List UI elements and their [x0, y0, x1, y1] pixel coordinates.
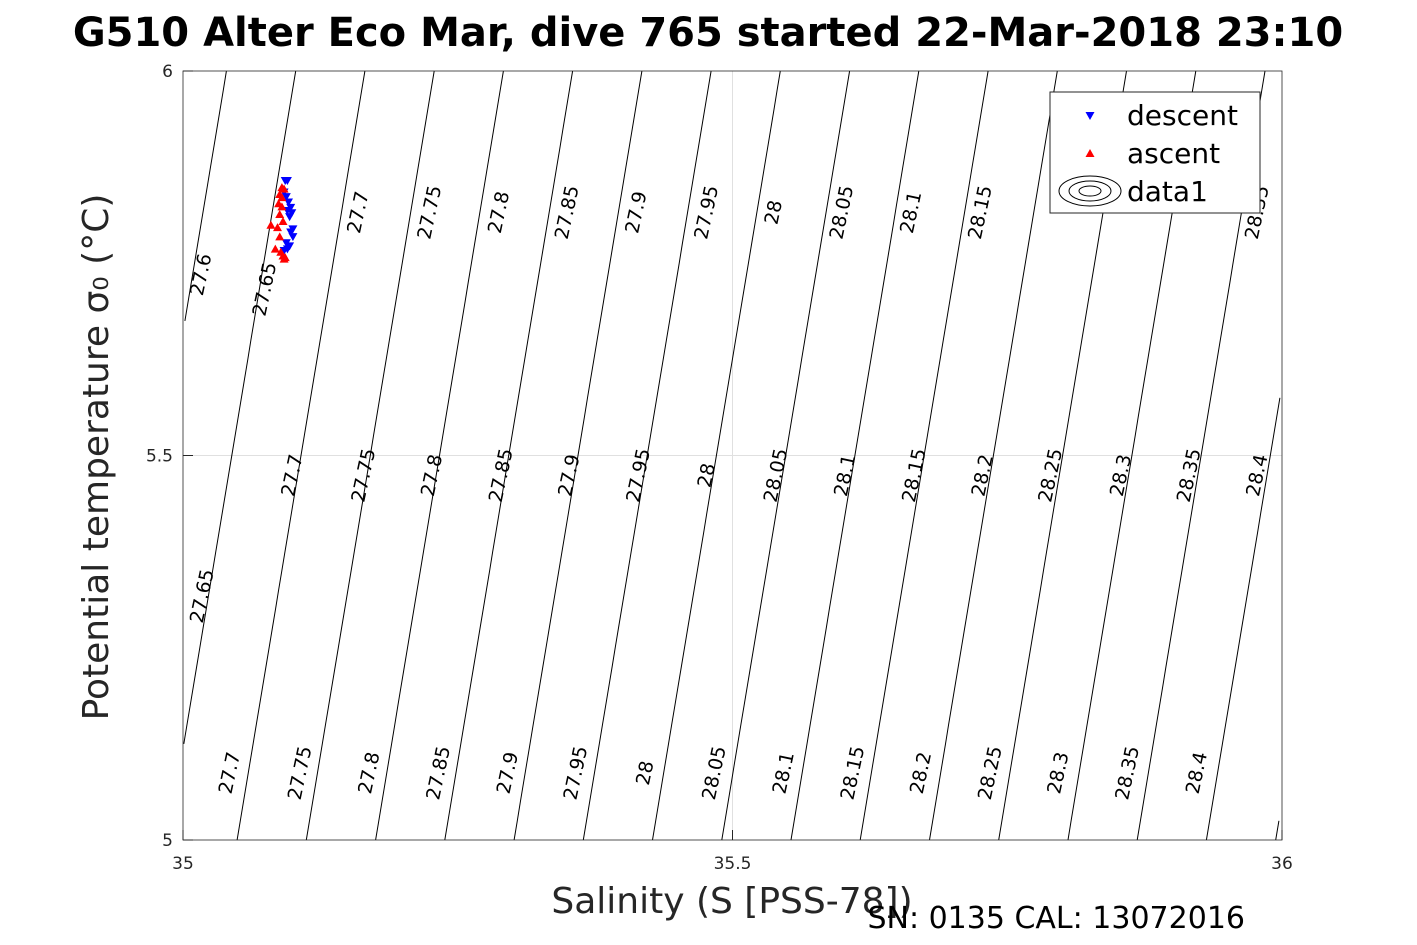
contour-line — [375, 70, 504, 841]
ascent-point — [273, 223, 283, 232]
contour-label: 28 — [632, 759, 659, 787]
contour-label: 28 — [761, 198, 788, 226]
legend-descent-label: descent — [1127, 99, 1238, 132]
x-axis-label: Salinity (S [PSS-78]) — [551, 881, 912, 922]
ascent-point — [266, 220, 276, 229]
axis-ticks: 35 35.5 36 5 5.5 6 — [146, 62, 1293, 874]
grid-layer — [183, 71, 1282, 840]
y-tick-label: 5.5 — [146, 447, 173, 467]
ascent-point — [270, 244, 280, 253]
legend-box — [1049, 91, 1261, 214]
x-tick-label: 35.5 — [714, 854, 752, 874]
ascent-point — [277, 202, 287, 211]
contour-line — [790, 70, 920, 841]
contour-line — [582, 70, 712, 841]
descent-point — [288, 233, 298, 242]
contour-line — [1275, 820, 1280, 841]
contour-label: 28 — [693, 461, 720, 489]
descent-point — [281, 193, 291, 202]
descent-point — [282, 176, 292, 185]
contour-line — [652, 70, 781, 841]
ascent-point — [279, 254, 289, 263]
y-axis-label: Potential temperature σ₀ (°C) — [76, 194, 117, 721]
descent-point — [284, 198, 294, 207]
legend: descent ascent data1 — [1049, 91, 1261, 214]
descent-point — [279, 246, 289, 255]
y-tick-label: 5 — [162, 831, 173, 851]
contour-line — [1205, 397, 1281, 841]
ascent-point — [278, 216, 288, 225]
legend-contour-icon — [1058, 175, 1122, 207]
contour-line — [929, 70, 1058, 841]
ascent-point — [275, 210, 285, 219]
descent-point — [286, 228, 296, 237]
data-points — [266, 176, 298, 263]
x-tick-label: 36 — [1271, 854, 1293, 874]
contour-line — [305, 70, 435, 841]
legend-contour-label: data1 — [1127, 175, 1208, 208]
ascent-point — [279, 184, 289, 193]
contour-line — [513, 70, 643, 841]
contour-line — [236, 70, 366, 841]
serial-calibration-note: SN: 0135 CAL: 13072016 — [867, 901, 1245, 936]
legend-descent-marker — [1085, 112, 1095, 120]
contour-line — [444, 70, 574, 841]
legend-ascent-marker — [1085, 149, 1095, 157]
ascent-point — [277, 193, 287, 202]
contour-line — [721, 70, 851, 841]
x-tick-label: 35 — [172, 854, 194, 874]
contour-line — [183, 70, 297, 744]
ascent-point — [275, 232, 285, 241]
contour-line — [859, 70, 989, 841]
legend-ascent-label: ascent — [1127, 137, 1220, 170]
contour-line — [184, 70, 227, 321]
chart-title: G510 Alter Eco Mar, dive 765 started 22-… — [73, 10, 1343, 56]
y-tick-label: 6 — [162, 62, 173, 82]
descent-point — [285, 213, 295, 222]
